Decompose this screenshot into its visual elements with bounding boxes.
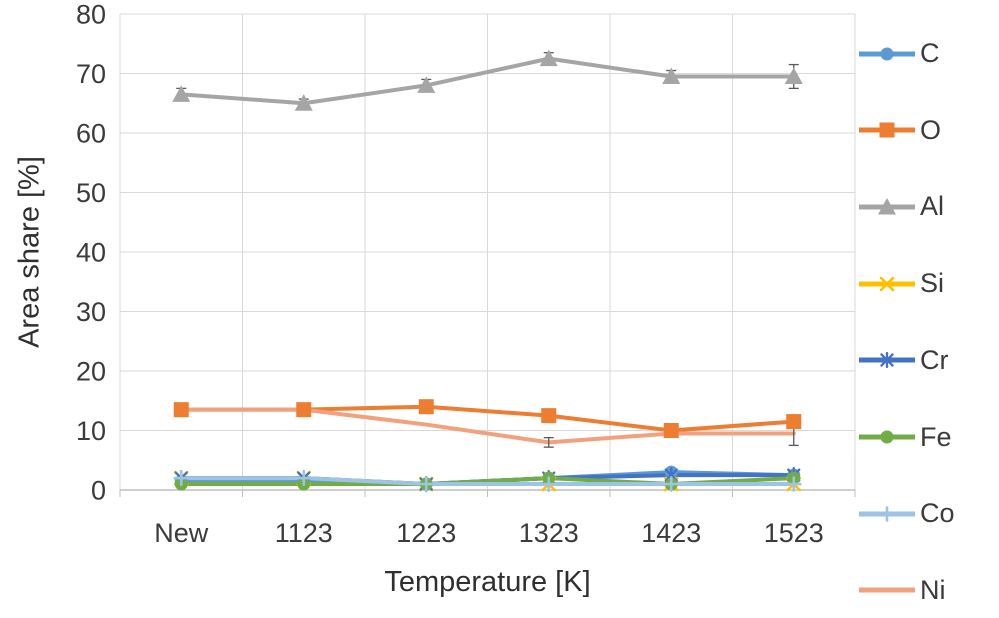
chart-legend: C O Al Si Cr Fe Co Ni <box>858 0 999 618</box>
svg-text:0: 0 <box>91 475 106 505</box>
svg-text:1523: 1523 <box>764 518 824 548</box>
legend-item-si: Si <box>858 268 999 299</box>
legend-item-ni: Ni <box>858 575 999 606</box>
line-chart-plot-area: 0 10 20 30 40 50 60 70 80 New 1123 1223 1323 1423 1523 <box>75 0 856 548</box>
legend-marker-cr-icon <box>859 352 915 369</box>
legend-item-cr: Cr <box>858 345 999 376</box>
svg-text:80: 80 <box>76 0 106 29</box>
legend-marker-co-icon <box>859 505 915 522</box>
svg-text:60: 60 <box>76 118 106 148</box>
svg-text:1223: 1223 <box>396 518 456 548</box>
legend-label-fe: Fe <box>920 421 952 452</box>
svg-text:50: 50 <box>76 178 106 208</box>
legend-label-c: C <box>920 38 940 68</box>
legend-marker-ni-icon <box>859 587 915 593</box>
y-axis-title: Area share [%] <box>13 156 46 348</box>
svg-text:1323: 1323 <box>519 518 579 548</box>
svg-text:70: 70 <box>76 59 106 89</box>
legend-item-co: Co <box>858 498 999 529</box>
legend-label-o: O <box>920 114 942 145</box>
legend-item-fe: Fe <box>858 422 999 453</box>
svg-text:40: 40 <box>76 237 106 267</box>
legend-label-cr: Cr <box>920 344 949 375</box>
legend-marker-fe-icon <box>859 430 915 444</box>
legend-item-o: O <box>858 115 999 146</box>
legend-item-c: C <box>858 38 999 69</box>
legend-marker-o-icon <box>859 122 915 138</box>
legend-label-si: Si <box>920 268 945 299</box>
legend-label-co: Co <box>920 498 955 529</box>
svg-text:20: 20 <box>76 356 106 386</box>
svg-text:1423: 1423 <box>641 518 701 548</box>
legend-marker-si-icon <box>859 276 915 291</box>
svg-text:10: 10 <box>76 416 106 446</box>
legend-marker-c-icon <box>859 47 915 60</box>
x-axis-title: Temperature [K] <box>384 566 591 598</box>
svg-text:1123: 1123 <box>275 518 333 548</box>
svg-text:30: 30 <box>76 297 106 327</box>
legend-marker-al-icon <box>859 197 915 215</box>
legend-item-al: Al <box>858 191 999 222</box>
svg-text:New: New <box>154 518 209 548</box>
legend-label-al: Al <box>920 191 945 222</box>
legend-label-ni: Ni <box>920 574 946 605</box>
